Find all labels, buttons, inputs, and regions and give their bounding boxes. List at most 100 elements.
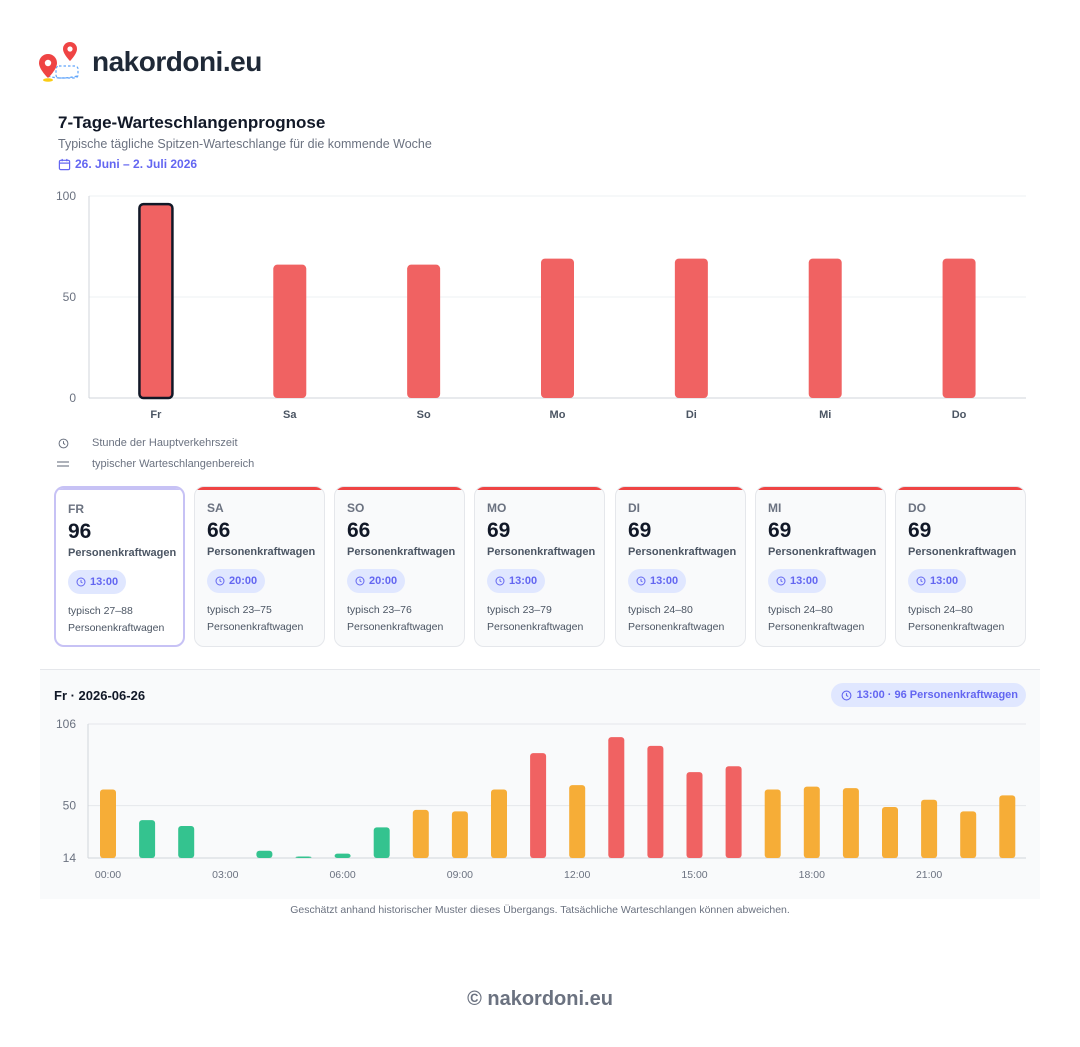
hour-bar [999, 795, 1016, 858]
bar-mi [808, 258, 842, 398]
bar-mo [541, 258, 574, 398]
card-peak-time: 13:00 [790, 575, 819, 587]
bar-so [407, 264, 441, 398]
hour-bar [178, 825, 195, 858]
legend-peak-hour: Stunde der Hauptverkehrszeit [56, 436, 238, 450]
day-card-mi[interactable]: MI 69 Personenkraftwagen 13:00 typisch 2… [755, 486, 886, 647]
card-unit: Personenkraftwagen [768, 546, 877, 558]
y-tick-label: 106 [56, 717, 76, 731]
card-unit: Personenkraftwagen [68, 547, 177, 559]
day-card-di[interactable]: DI 69 Personenkraftwagen 13:00 typisch 2… [615, 486, 746, 647]
hour-bar [647, 745, 664, 858]
card-peak-badge: 13:00 [68, 570, 127, 594]
day-card-mo[interactable]: MO 69 Personenkraftwagen 13:00 typisch 2… [474, 486, 605, 647]
card-range-unit: Personenkraftwagen [908, 621, 1005, 633]
hour-bar [960, 811, 977, 858]
hour-bar [882, 807, 898, 858]
card-peak-badge: 13:00 [768, 569, 827, 593]
card-peak-time: 13:00 [650, 575, 679, 587]
x-tick-label: So [417, 409, 431, 421]
hour-bar [569, 785, 586, 858]
card-day: MO [487, 501, 507, 515]
y-tick-label: 100 [56, 189, 76, 203]
card-day: MI [768, 501, 782, 515]
clock-icon [495, 576, 505, 586]
date-range-text: 26. Juni – 2. Juli 2026 [75, 157, 198, 171]
card-value: 69 [768, 519, 792, 542]
x-tick-label: Sa [283, 409, 297, 421]
card-peak-badge: 13:00 [908, 569, 967, 593]
card-range-text: typisch 24–80 [768, 604, 833, 616]
x-tick-label: 15:00 [681, 869, 707, 881]
x-tick-label: 21:00 [916, 869, 942, 881]
card-peak-time: 20:00 [369, 575, 398, 587]
card-range-text: typisch 23–79 [487, 604, 552, 616]
card-value: 66 [207, 519, 231, 542]
bar-di [674, 258, 708, 398]
card-range: typisch 27–88 Personenkraftwagen [68, 603, 183, 637]
day-card-do[interactable]: DO 69 Personenkraftwagen 13:00 typisch 2… [895, 486, 1026, 647]
hourly-queue-chart: 14 50 106 00:00 03:00 06:00 09:00 12:00 15:00 18:… [56, 717, 1026, 881]
hour-bar [608, 737, 625, 858]
day-card-fr[interactable]: FR 96 Personenkraftwagen 13:00 typisch 2… [54, 486, 185, 647]
weekly-forecast-chart: 0 50 100 Fr Sa So Mo Di Mi Do [56, 189, 1026, 421]
footnote: Geschätzt anhand historischer Muster die… [290, 904, 790, 916]
card-peak-badge: 20:00 [347, 569, 406, 593]
x-tick-label: Do [952, 409, 967, 421]
hour-bar [530, 753, 547, 858]
legend-peak-hour-label: Stunde der Hauptverkehrszeit [92, 437, 238, 449]
x-tick-label: Mo [550, 409, 566, 421]
detail-peak-badge: 13:00 · 96 Personenkraftwagen [830, 683, 1026, 707]
hour-bar [100, 789, 116, 858]
x-tick-label: Fr [150, 409, 162, 421]
card-value: 66 [347, 519, 371, 542]
card-range: typisch 24–80 Personenkraftwagen [768, 602, 883, 636]
calendar-icon [58, 158, 71, 170]
clock-icon [76, 577, 86, 587]
card-range-unit: Personenkraftwagen [68, 622, 165, 634]
card-unit: Personenkraftwagen [347, 546, 456, 558]
clock-icon [776, 576, 786, 586]
card-range-unit: Personenkraftwagen [207, 621, 304, 633]
clock-icon [636, 576, 646, 586]
card-range: typisch 24–80 Personenkraftwagen [628, 602, 743, 636]
hour-bar [451, 811, 468, 858]
card-peak-badge: 13:00 [487, 569, 546, 593]
hour-bar [686, 772, 703, 858]
card-peak-time: 13:00 [930, 575, 959, 587]
card-range-text: typisch 24–80 [908, 604, 973, 616]
hour-bar [764, 789, 781, 858]
copyright: © nakordoni.eu [467, 988, 613, 1010]
card-value: 69 [908, 519, 932, 542]
card-range-unit: Personenkraftwagen [768, 621, 865, 633]
x-tick-label: 12:00 [564, 869, 590, 881]
day-card-sa[interactable]: SA 66 Personenkraftwagen 20:00 typisch 2… [194, 486, 325, 647]
card-range-unit: Personenkraftwagen [487, 621, 584, 633]
hour-bar [412, 809, 429, 858]
card-range-text: typisch 27–88 [68, 605, 133, 617]
hour-bar [725, 766, 742, 858]
brand[interactable]: nakordoni.eu [38, 40, 262, 84]
card-unit: Personenkraftwagen [908, 546, 1017, 558]
clock-icon [355, 576, 365, 586]
legend-typical-range: typischer Warteschlangenbereich [56, 457, 254, 471]
y-tick-label: 0 [69, 391, 76, 405]
hour-bar [256, 850, 273, 858]
bar-sa [273, 264, 307, 398]
card-peak-badge: 13:00 [628, 569, 687, 593]
hour-bar [803, 786, 820, 858]
hour-bar [491, 789, 507, 858]
detail-title: Fr · 2026-06-26 [54, 688, 146, 703]
card-range: typisch 23–75 Personenkraftwagen [207, 602, 322, 636]
card-unit: Personenkraftwagen [207, 546, 316, 558]
card-range: typisch 23–79 Personenkraftwagen [487, 602, 602, 636]
detail-peak-text: 13:00 · 96 Personenkraftwagen [856, 689, 1018, 701]
clock-icon [215, 576, 225, 586]
card-unit: Personenkraftwagen [487, 546, 596, 558]
hour-bar [842, 788, 859, 858]
card-range-text: typisch 23–76 [347, 604, 412, 616]
card-value: 96 [68, 520, 92, 543]
card-value: 69 [487, 519, 511, 542]
card-day: SO [347, 501, 365, 515]
day-card-so[interactable]: SO 66 Personenkraftwagen 20:00 typisch 2… [334, 486, 465, 647]
